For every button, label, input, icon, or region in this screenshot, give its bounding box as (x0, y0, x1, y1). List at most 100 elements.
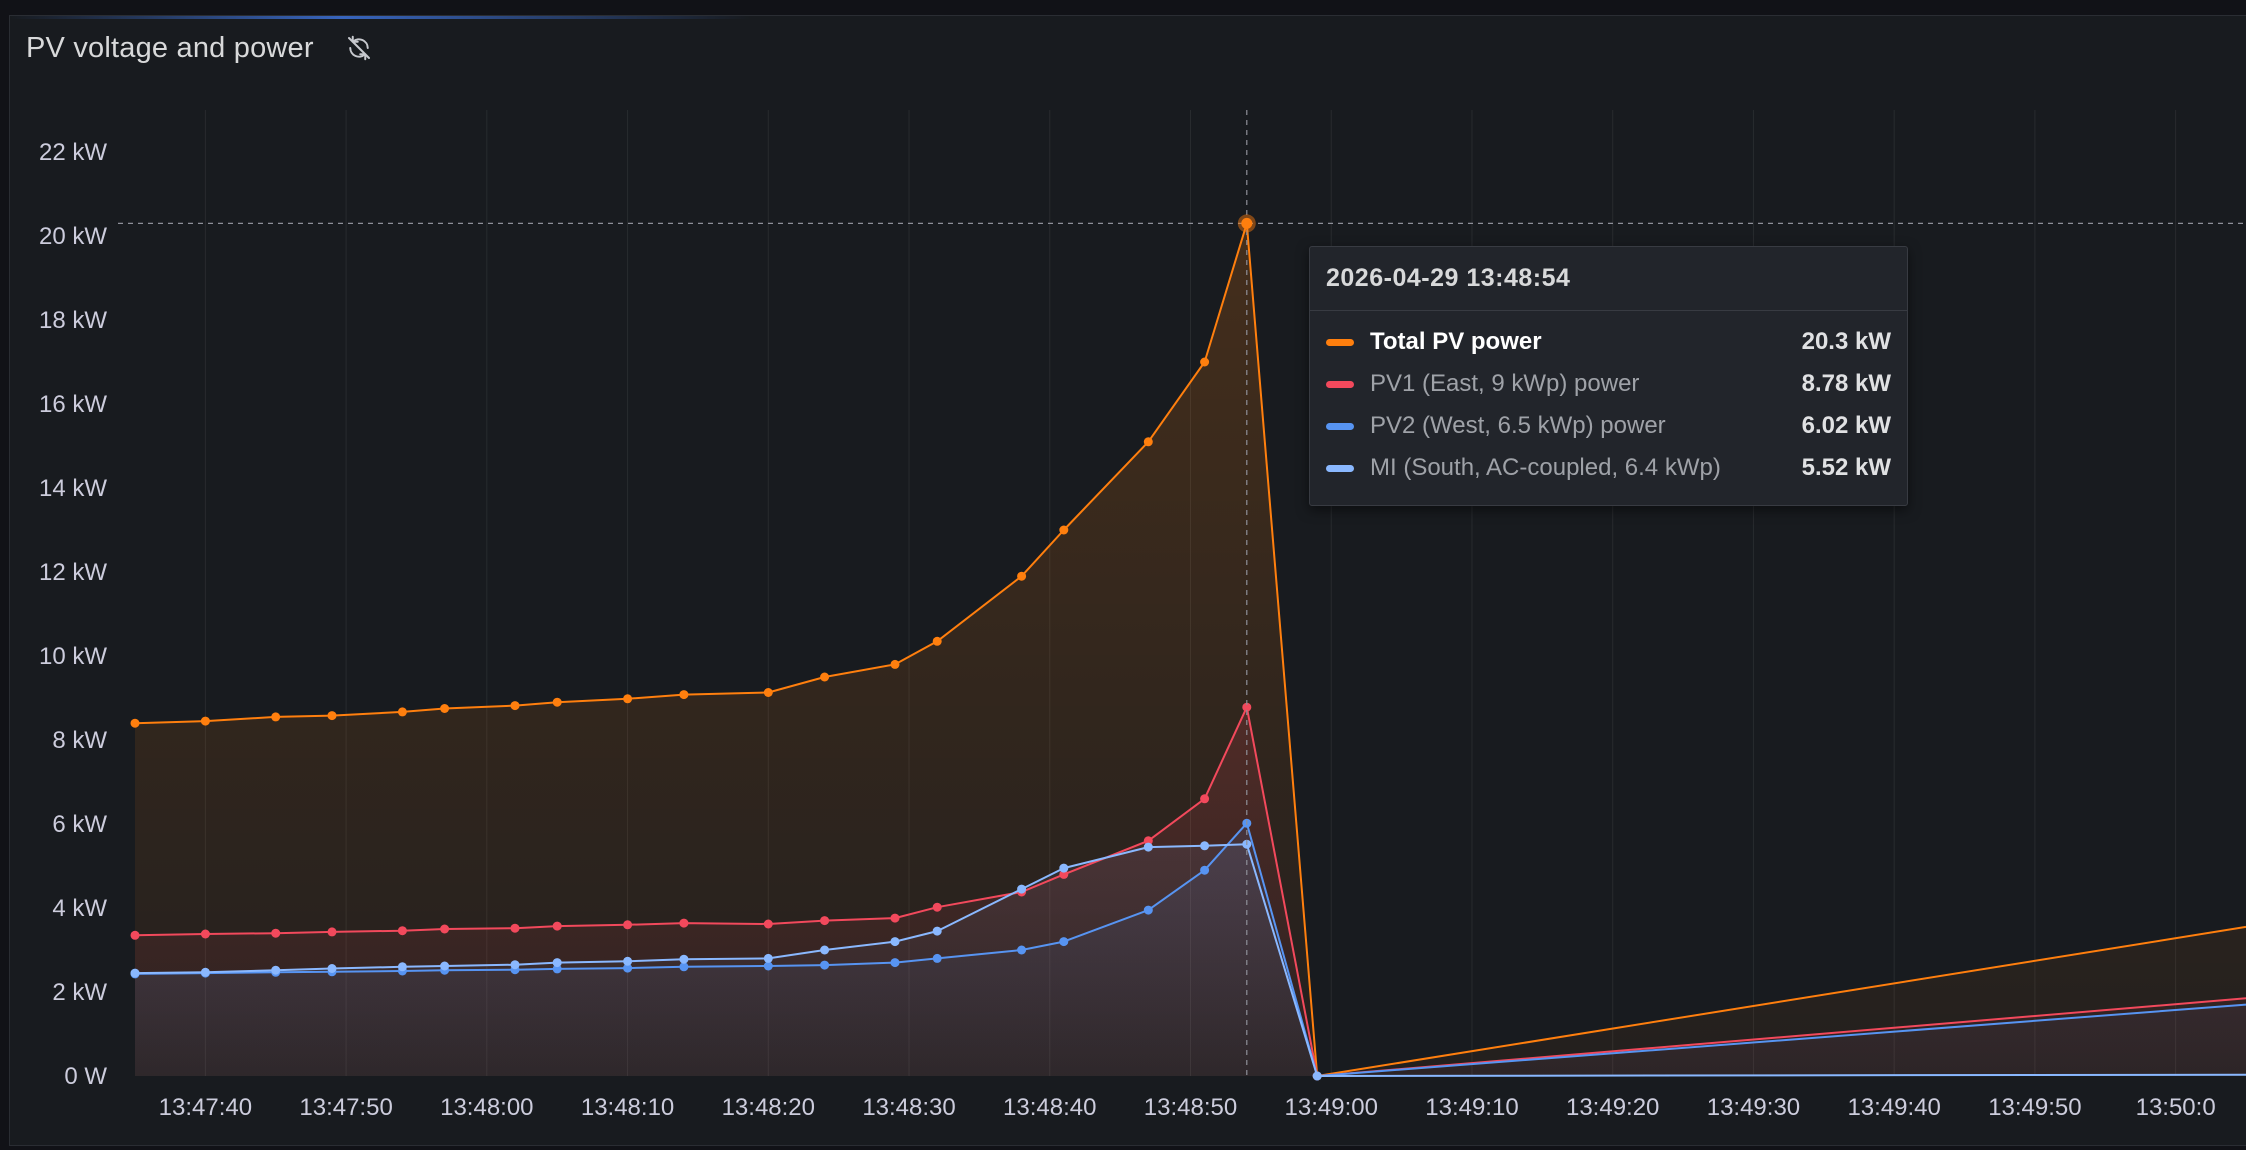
data-point (1200, 357, 1210, 367)
y-tick-label: 14 kW (39, 475, 107, 502)
data-point (890, 913, 900, 923)
x-tick-label: 13:48:10 (581, 1094, 674, 1121)
data-point (440, 961, 450, 971)
data-point (271, 712, 281, 722)
data-point (623, 694, 633, 704)
x-tick-label: 13:49:20 (1566, 1094, 1659, 1121)
sync-off-icon[interactable] (342, 31, 376, 65)
data-point (932, 953, 942, 963)
y-tick-label: 12 kW (39, 559, 107, 586)
series-color-swatch (1326, 380, 1354, 388)
data-point (327, 927, 337, 937)
data-point (763, 961, 773, 971)
y-tick-label: 16 kW (39, 391, 107, 418)
tooltip-time: 2026-04-29 13:48:54 (1310, 247, 1907, 311)
tooltip-row: PV1 (East, 9 kWp) power 8.78 kW (1310, 363, 1907, 405)
data-point (820, 945, 830, 955)
x-tick-label: 13:49:40 (1847, 1094, 1940, 1121)
data-point (623, 920, 633, 930)
data-point (623, 963, 633, 973)
data-point (552, 921, 562, 931)
data-point (130, 930, 140, 940)
data-point (890, 958, 900, 968)
tooltip-series-value: 6.02 kW (1801, 412, 1891, 439)
y-tick-label: 6 kW (52, 811, 107, 838)
series-area (135, 844, 2246, 1076)
data-point (763, 953, 773, 963)
data-point (1200, 841, 1210, 851)
data-point (679, 918, 689, 928)
tooltip-series-label: PV2 (West, 6.5 kWp) power (1370, 412, 1666, 439)
x-tick-label: 13:49:50 (1988, 1094, 2081, 1121)
x-tick-label: 13:48:00 (440, 1094, 533, 1121)
data-point (679, 962, 689, 972)
x-tick-label: 13:48:30 (862, 1094, 955, 1121)
y-tick-label: 4 kW (52, 895, 107, 922)
data-point (397, 707, 407, 717)
tooltip-series-value: 20.3 kW (1801, 328, 1891, 355)
data-point (932, 636, 942, 646)
x-tick-label: 13:47:50 (299, 1094, 392, 1121)
data-point (271, 965, 281, 975)
y-tick-label: 8 kW (52, 727, 107, 754)
data-point (327, 711, 337, 721)
panel-title[interactable]: PV voltage and power (26, 31, 314, 64)
tooltip-row: PV2 (West, 6.5 kWp) power 6.02 kW (1310, 405, 1907, 447)
series-color-swatch (1326, 464, 1354, 472)
data-point (820, 960, 830, 970)
data-point (1143, 905, 1153, 915)
series-area (135, 223, 2246, 1076)
y-tick-label: 20 kW (39, 223, 107, 250)
tooltip-series-label: MI (South, AC-coupled, 6.4 kWp) (1370, 454, 1721, 481)
data-point (510, 960, 520, 970)
tooltip-series-label: Total PV power (1370, 328, 1542, 355)
data-point (1312, 1071, 1322, 1081)
data-point (932, 902, 942, 912)
data-point (1059, 869, 1069, 879)
data-point (820, 916, 830, 926)
data-point (552, 964, 562, 974)
x-tick-label: 13:49:00 (1285, 1094, 1378, 1121)
hover-point (1241, 217, 1253, 229)
data-point (1059, 937, 1069, 947)
data-point (1017, 884, 1027, 894)
data-point (763, 919, 773, 929)
x-tick-label: 13:50:0 (2136, 1094, 2216, 1121)
data-point (130, 718, 140, 728)
data-point (440, 704, 450, 713)
data-point (1017, 571, 1027, 581)
data-point (1059, 525, 1069, 535)
data-point (271, 928, 281, 938)
data-point (552, 697, 562, 707)
tooltip-series-value: 8.78 kW (1801, 370, 1891, 397)
data-point (1200, 865, 1210, 875)
data-point (200, 967, 210, 977)
panel-header[interactable]: PV voltage and power (10, 16, 2246, 80)
y-tick-label: 10 kW (39, 643, 107, 670)
data-point (1242, 702, 1252, 712)
data-point (440, 924, 450, 934)
data-point (623, 956, 633, 966)
x-tick-label: 13:47:40 (159, 1094, 252, 1121)
data-point (890, 659, 900, 669)
data-point (679, 690, 689, 700)
data-point (1200, 794, 1210, 804)
data-point (1017, 945, 1027, 955)
tooltip-row: MI (South, AC-coupled, 6.4 kWp) 5.52 kW (1310, 447, 1907, 489)
x-tick-label: 13:49:10 (1425, 1094, 1518, 1121)
x-tick-label: 13:48:50 (1144, 1094, 1237, 1121)
x-tick-label: 13:48:20 (722, 1094, 815, 1121)
data-point (932, 926, 942, 936)
data-point (510, 923, 520, 933)
data-point (200, 716, 210, 726)
data-point (130, 968, 140, 978)
data-point (327, 964, 337, 973)
data-point (1143, 437, 1153, 447)
data-point (890, 937, 900, 947)
y-tick-label: 22 kW (39, 139, 107, 166)
data-point (397, 926, 407, 936)
data-point (1059, 863, 1069, 873)
y-tick-label: 18 kW (39, 307, 107, 334)
series-color-swatch (1326, 422, 1354, 430)
